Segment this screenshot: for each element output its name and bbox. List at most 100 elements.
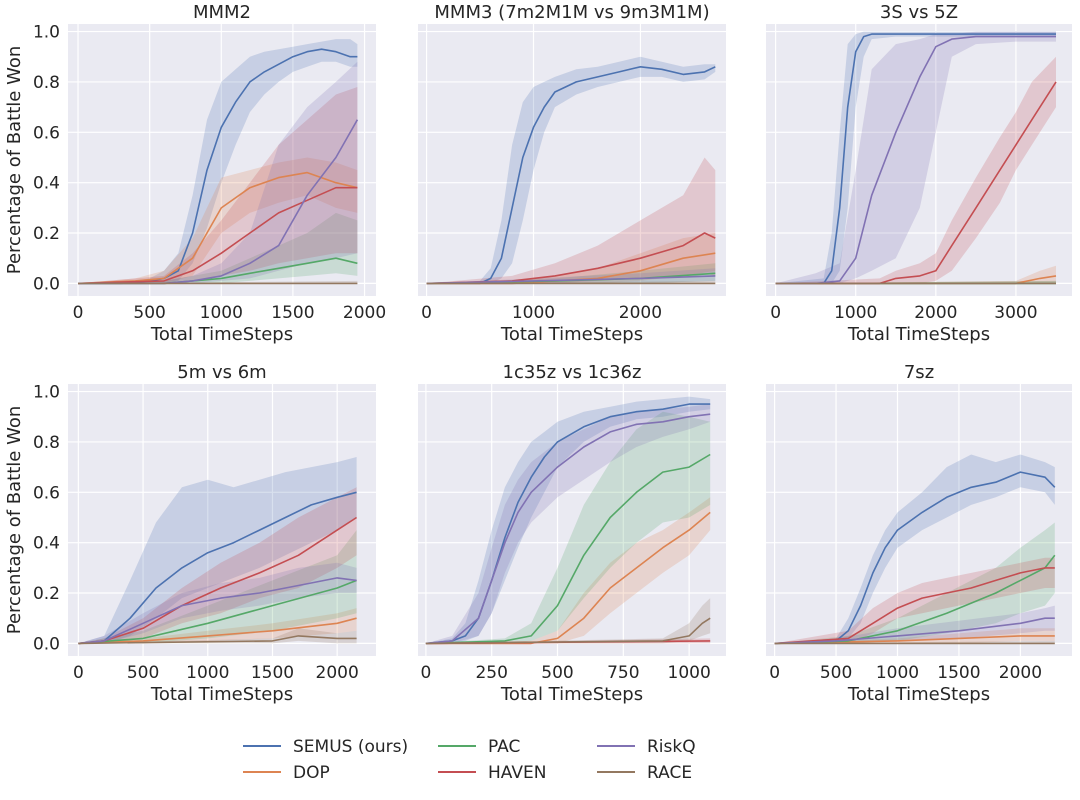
plot-background: [766, 24, 1072, 296]
panel-1: 0 500 1000 1500 2000 0.0 0.2 0.4 0.6 0.8 1.0 MMM2 To…: [4, 2, 386, 345]
x-axis-label: Total TimeSteps: [500, 684, 643, 705]
x-tick-label: 2000: [619, 303, 662, 323]
x-axis-label: Total TimeSteps: [847, 684, 990, 705]
series-line-riskq: [775, 35, 1056, 285]
series-line-haven: [78, 516, 358, 645]
x-tick-label: 1500: [251, 663, 294, 683]
band-riskq: [78, 562, 357, 644]
series-line-pac: [425, 453, 711, 645]
series-line-dop: [78, 617, 357, 645]
x-tick-label: 250: [475, 663, 507, 683]
y-axis-label: Percentage of Battle Won: [4, 46, 25, 275]
x-tick-label: 0: [420, 663, 431, 683]
series-line-haven: [775, 81, 1057, 285]
series-line-riskq: [426, 275, 716, 285]
series-line-riskq: [78, 119, 359, 285]
y-tick-label: 0.6: [33, 123, 60, 143]
legend-label-pac: PAC: [488, 737, 520, 757]
legend-item-semus: SEMUS (ours): [243, 737, 408, 757]
series-line-riskq: [78, 577, 357, 645]
band-pac: [78, 212, 358, 284]
series-line-semus-ours: [78, 491, 357, 645]
band-dop: [425, 497, 711, 644]
x-tick-label: 500: [541, 663, 573, 683]
series-line-semus-ours: [425, 403, 711, 645]
x-tick-label: 3000: [994, 303, 1037, 323]
series-line-semus-ours: [775, 33, 1056, 285]
legend-label-haven: HAVEN: [488, 763, 546, 783]
x-tick-label: 750: [607, 663, 639, 683]
x-tick-label: 500: [133, 303, 165, 323]
x-tick-label: 1500: [937, 663, 980, 683]
x-tick-label: 1500: [271, 303, 314, 323]
legend-label-dop: DOP: [293, 763, 330, 783]
panel-title: 3S vs 5Z: [880, 2, 958, 23]
y-axis-label: Percentage of Battle Won: [4, 406, 25, 635]
series-line-haven: [426, 232, 716, 285]
x-tick-label: 1000: [876, 663, 919, 683]
band-race: [78, 628, 357, 644]
band-pac: [78, 530, 357, 644]
band-semus-ours: [426, 56, 716, 284]
plot-background: [68, 24, 376, 296]
x-tick-label: 1000: [834, 303, 877, 323]
legend-label-race: RACE: [647, 763, 692, 783]
x-tick-label: 1000: [200, 303, 243, 323]
series-line-haven: [774, 567, 1055, 645]
y-tick-label: 0.2: [33, 584, 60, 604]
y-tick-label: 0.6: [33, 483, 60, 503]
panel-5: 0 250 500 750 1000 1c35z vs 1c36z Total TimeSt…: [418, 362, 726, 705]
x-tick-label: 0: [73, 303, 84, 323]
series-line-semus-ours: [426, 66, 716, 285]
y-tick-label: 0.2: [33, 224, 60, 244]
band-semus-ours: [775, 31, 1056, 284]
band-pac: [774, 522, 1055, 644]
x-axis-label: Total TimeSteps: [847, 324, 990, 345]
legend-item-riskq: RiskQ: [597, 737, 696, 757]
x-tick-label: 500: [820, 663, 852, 683]
band-dop: [774, 628, 1055, 644]
x-tick-label: 0: [770, 303, 781, 323]
x-axis-label: Total TimeSteps: [150, 684, 293, 705]
panel-6: 0 500 1000 1500 2000 7sz Total TimeSteps: [766, 362, 1072, 705]
series-line-pac: [78, 579, 357, 645]
panel-title: MMM2: [193, 2, 251, 23]
panel-3: 0 1000 2000 3000 3S vs 5Z Total TimeSteps: [766, 2, 1072, 345]
series-line-riskq: [774, 617, 1055, 645]
band-riskq: [775, 31, 1056, 284]
x-tick-label: 2000: [343, 303, 386, 323]
series-line-semus-ours: [774, 471, 1056, 645]
band-haven: [426, 157, 716, 284]
x-tick-label: 2000: [316, 663, 359, 683]
legend-item-haven: HAVEN: [438, 763, 546, 783]
series-line-riskq: [425, 413, 711, 645]
panel-title: 1c35z vs 1c36z: [503, 362, 642, 383]
band-haven: [78, 487, 357, 644]
legend-item-pac: PAC: [438, 737, 520, 757]
y-tick-label: 0.0: [33, 634, 60, 654]
y-tick-label: 0.0: [33, 274, 60, 294]
x-tick-label: 500: [127, 663, 159, 683]
series-line-dop: [774, 635, 1055, 645]
x-axis-label: Total TimeSteps: [500, 324, 643, 345]
band-dop: [78, 157, 358, 284]
x-tick-label: 1000: [186, 663, 229, 683]
band-semus-ours: [425, 396, 711, 644]
legend-item-dop: DOP: [243, 763, 330, 783]
x-tick-label: 0: [421, 303, 432, 323]
band-riskq: [425, 404, 711, 644]
panel-title: 7sz: [904, 362, 934, 383]
x-axis-label: Total TimeSteps: [150, 324, 293, 345]
band-riskq: [774, 605, 1055, 644]
x-tick-label: 2000: [999, 663, 1042, 683]
panel-2: 0 1000 2000 MMM3 (7m2M1M vs 9m3M1M) Total Ti…: [418, 2, 726, 345]
x-tick-label: 0: [73, 663, 84, 683]
plot-background: [68, 384, 376, 656]
x-tick-label: 0: [769, 663, 780, 683]
series-line-race: [78, 635, 357, 645]
y-tick-label: 0.4: [33, 534, 60, 554]
band-haven: [78, 87, 358, 284]
band-pac: [425, 411, 711, 644]
